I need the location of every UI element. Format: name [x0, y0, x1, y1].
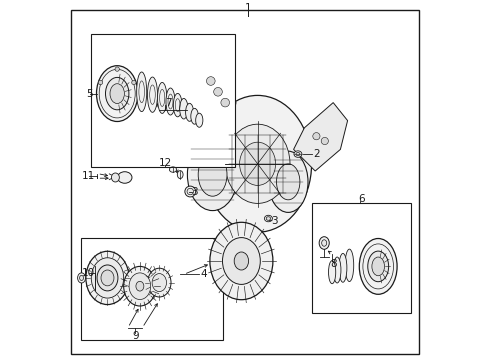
Ellipse shape [110, 84, 124, 104]
Ellipse shape [147, 77, 157, 112]
Text: 5: 5 [86, 89, 93, 99]
Ellipse shape [123, 266, 156, 306]
Ellipse shape [152, 274, 167, 292]
Ellipse shape [372, 257, 385, 276]
Ellipse shape [186, 103, 194, 121]
Text: 2: 2 [314, 149, 320, 159]
Text: 6: 6 [358, 194, 365, 204]
Text: 11: 11 [82, 171, 96, 181]
Bar [91, 34, 235, 167]
Ellipse shape [79, 275, 83, 280]
Ellipse shape [222, 238, 260, 284]
Ellipse shape [345, 249, 354, 282]
Circle shape [221, 98, 229, 107]
Ellipse shape [137, 72, 147, 112]
Ellipse shape [177, 171, 183, 179]
Ellipse shape [86, 251, 129, 305]
Circle shape [132, 80, 136, 85]
Ellipse shape [97, 66, 138, 122]
Text: 3: 3 [191, 186, 197, 197]
Ellipse shape [101, 270, 114, 286]
Ellipse shape [97, 265, 118, 291]
Ellipse shape [319, 237, 329, 249]
Ellipse shape [166, 88, 175, 115]
Polygon shape [193, 56, 236, 121]
Text: 8: 8 [331, 259, 337, 269]
Circle shape [214, 87, 222, 96]
Circle shape [206, 77, 215, 85]
Ellipse shape [265, 215, 272, 222]
Ellipse shape [368, 251, 389, 282]
Ellipse shape [118, 172, 132, 183]
Ellipse shape [105, 77, 129, 110]
Ellipse shape [321, 240, 327, 246]
Ellipse shape [91, 258, 123, 298]
Ellipse shape [328, 261, 336, 284]
Ellipse shape [136, 282, 144, 291]
Ellipse shape [157, 82, 167, 113]
Circle shape [313, 132, 320, 140]
Ellipse shape [266, 217, 270, 220]
Ellipse shape [170, 167, 176, 172]
Ellipse shape [198, 153, 227, 196]
Ellipse shape [234, 252, 248, 270]
Ellipse shape [180, 99, 188, 119]
Ellipse shape [185, 186, 196, 197]
Ellipse shape [276, 164, 300, 200]
Bar [81, 238, 223, 340]
Ellipse shape [204, 95, 312, 232]
Polygon shape [294, 103, 347, 171]
Ellipse shape [187, 139, 238, 211]
Text: 3: 3 [271, 216, 277, 226]
Ellipse shape [196, 113, 203, 127]
Ellipse shape [296, 153, 300, 156]
Text: 7: 7 [165, 98, 172, 108]
Ellipse shape [339, 253, 347, 282]
Circle shape [115, 67, 120, 71]
Text: 10: 10 [82, 267, 96, 278]
Ellipse shape [294, 151, 302, 157]
Ellipse shape [191, 108, 198, 124]
Ellipse shape [210, 222, 273, 300]
Ellipse shape [173, 94, 182, 117]
Ellipse shape [269, 151, 308, 212]
Ellipse shape [225, 124, 290, 203]
Ellipse shape [333, 257, 341, 283]
Text: 12: 12 [158, 158, 172, 168]
Text: 4: 4 [200, 269, 207, 279]
Ellipse shape [359, 238, 397, 294]
Text: 1: 1 [245, 3, 251, 13]
Text: 9: 9 [132, 330, 139, 341]
Circle shape [321, 138, 328, 145]
Ellipse shape [187, 188, 194, 195]
Ellipse shape [129, 273, 151, 300]
Circle shape [98, 80, 103, 85]
Bar [312, 203, 411, 313]
Ellipse shape [77, 273, 86, 283]
Ellipse shape [240, 142, 275, 185]
Ellipse shape [111, 173, 120, 182]
Ellipse shape [147, 268, 171, 297]
